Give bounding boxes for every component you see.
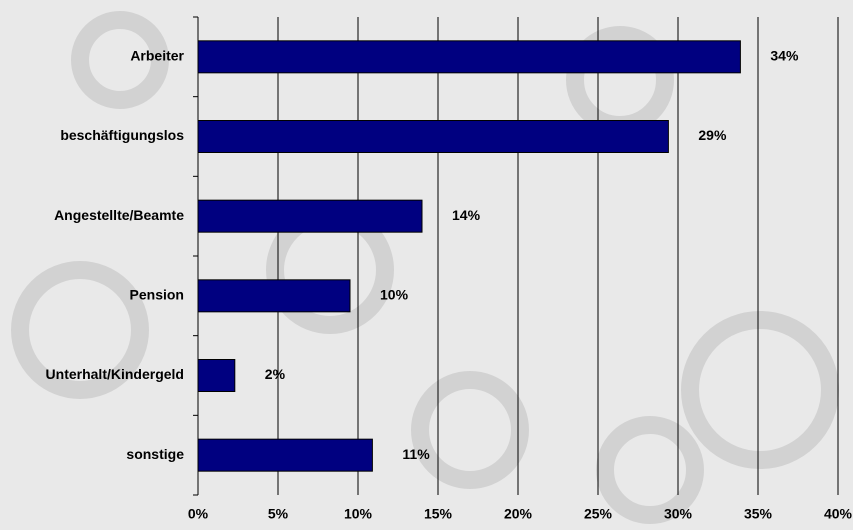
data-label: 10%: [380, 287, 409, 303]
x-tick-label: 30%: [664, 506, 693, 522]
y-tick-label: sonstige: [126, 446, 184, 462]
x-tick-label: 0%: [188, 506, 209, 522]
y-tick-label: beschäftigungslos: [60, 127, 184, 143]
bar: [197, 359, 236, 392]
y-tick-label: Angestellte/Beamte: [54, 207, 184, 223]
x-tick-label: 15%: [424, 506, 453, 522]
data-label: 2%: [265, 366, 286, 382]
x-tick-label: 10%: [344, 506, 373, 522]
bar: [197, 40, 741, 74]
data-label: 29%: [698, 127, 727, 143]
y-tick-label: Pension: [130, 287, 184, 303]
x-tick-label: 20%: [504, 506, 533, 522]
y-tick-label: Unterhalt/Kindergeld: [46, 366, 184, 382]
x-tick-label: 5%: [268, 506, 289, 522]
bar: [197, 199, 423, 233]
x-tick-label: 35%: [744, 506, 773, 522]
bar: [197, 438, 373, 472]
data-label: 14%: [452, 207, 481, 223]
x-tick-label: 40%: [824, 506, 853, 522]
bar: [197, 120, 669, 153]
x-tick-label: 25%: [584, 506, 613, 522]
data-label: 11%: [402, 446, 430, 462]
data-label: 34%: [770, 48, 799, 64]
y-tick-label: Arbeiter: [130, 48, 184, 64]
bar: [197, 279, 351, 313]
